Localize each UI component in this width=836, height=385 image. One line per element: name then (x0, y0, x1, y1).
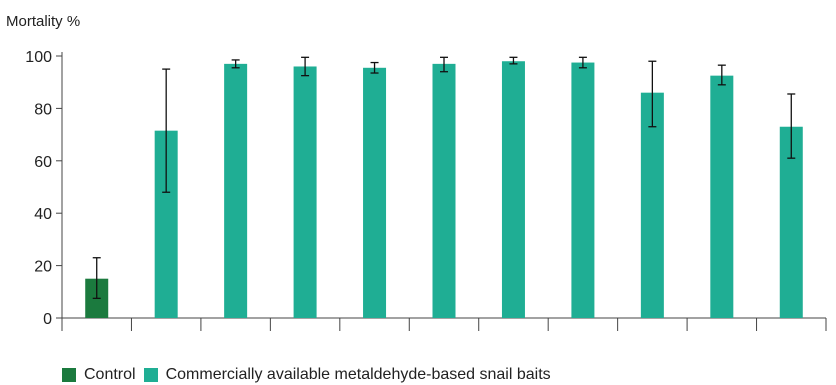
y-tick-label: 100 (25, 49, 52, 66)
y-tick-label: 60 (34, 154, 52, 171)
legend: Control Commercially available metaldehy… (62, 366, 559, 384)
bar (363, 67, 387, 318)
bar (640, 92, 664, 319)
y-tick-label: 20 (34, 259, 52, 276)
bars (85, 61, 803, 319)
mortality-bar-chart: Mortality % 0 20 40 60 80 100 (6, 13, 827, 331)
bar (710, 75, 734, 319)
legend-swatch-baits (143, 368, 158, 382)
error-bars (92, 56, 796, 300)
bar (432, 63, 456, 318)
bar (571, 62, 595, 318)
x-axis (61, 317, 827, 331)
bar (501, 61, 525, 319)
y-tick-label: 40 (34, 206, 52, 223)
bar (293, 66, 317, 318)
y-axis-label: Mortality % (6, 13, 80, 30)
bar (224, 63, 248, 318)
legend-label-control: Control (84, 366, 136, 383)
legend-label-baits: Commercially available metaldehyde-based… (165, 366, 551, 383)
y-tick-label: 80 (34, 101, 52, 118)
legend-item-control: Control (62, 366, 136, 384)
y-tick-label: 0 (43, 311, 52, 328)
bar (779, 126, 803, 319)
bar (154, 130, 178, 318)
legend-swatch-control (62, 368, 76, 382)
legend-item-baits: Commercially available metaldehyde-based… (143, 366, 551, 384)
y-axis: 0 20 40 60 80 100 (25, 49, 63, 328)
